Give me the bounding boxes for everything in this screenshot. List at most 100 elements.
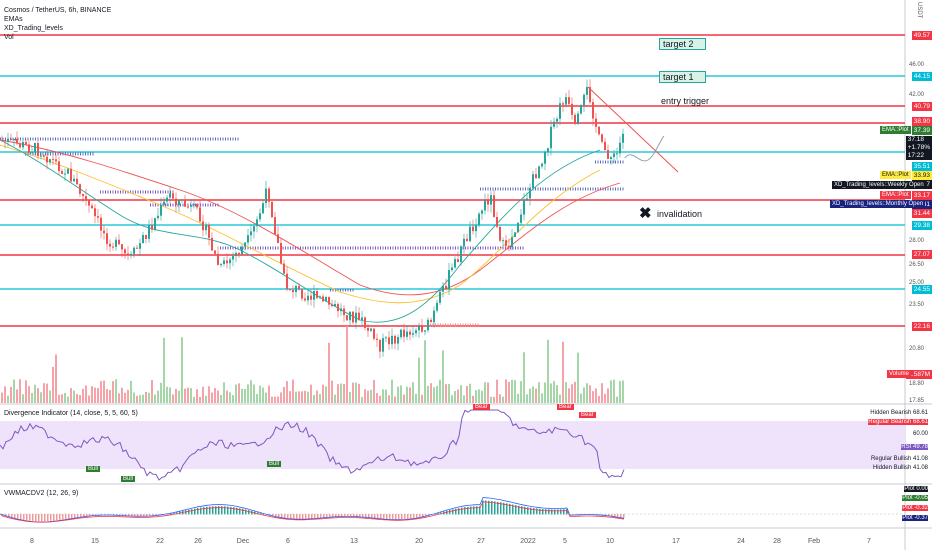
volume-bar — [379, 395, 381, 403]
candle-body — [466, 238, 468, 242]
symbol-title[interactable]: Cosmos / TetherUS, 6h, BINANCE — [4, 7, 112, 14]
macd-value-name: Plot — [902, 505, 913, 511]
volume-bar — [103, 380, 105, 403]
macd-histogram-bar — [233, 507, 235, 515]
macd-value-row: Plot 0.00 — [904, 486, 928, 492]
candle-body — [289, 288, 291, 291]
macd-histogram-bar — [236, 507, 238, 515]
volume-bar — [586, 383, 588, 403]
target-2-label[interactable]: target 2 — [659, 38, 706, 50]
volume-bar — [76, 394, 78, 403]
volume-bar — [577, 352, 579, 403]
candle-body — [406, 331, 408, 337]
symbol-legend[interactable]: Cosmos / TetherUS, 6h, BINANCE EMAs XD_T… — [4, 6, 111, 42]
candle-body — [31, 151, 33, 153]
macd-histogram-bar — [80, 514, 82, 518]
volume-bar — [568, 388, 570, 403]
entry-trigger-label[interactable]: entry trigger — [661, 96, 710, 106]
macd-histogram-bar — [359, 514, 361, 517]
candle-body — [370, 328, 372, 331]
price-pane[interactable] — [0, 0, 905, 404]
volume-bar — [367, 390, 369, 403]
macd-histogram-bar — [68, 514, 70, 519]
volume-bar — [496, 379, 498, 403]
volume-bar — [436, 385, 438, 403]
candle-body — [574, 114, 576, 124]
time-axis-label: 10 — [606, 538, 614, 545]
candle-body — [61, 171, 63, 174]
candle-body — [52, 159, 54, 161]
volume-bar — [220, 394, 222, 403]
macd-histogram-bar — [335, 514, 337, 517]
macd-histogram-bar — [11, 514, 13, 518]
macd-legend[interactable]: VWMACDV2 (12, 26, 9) — [4, 490, 79, 497]
volume-bar — [469, 383, 471, 403]
candle-body — [172, 193, 174, 199]
volume-bar — [598, 396, 600, 403]
candle-body — [76, 178, 78, 185]
target-1-label[interactable]: target 1 — [659, 71, 706, 83]
volume-bar — [346, 326, 348, 403]
candle-body — [544, 152, 546, 164]
volume-bar — [403, 394, 405, 403]
candle-body — [373, 328, 375, 339]
macd-histogram-bar — [401, 514, 403, 520]
volume-bar — [385, 389, 387, 403]
candle-body — [103, 230, 105, 234]
price-tag: 24.55 — [911, 285, 932, 294]
macd-histogram-bar — [449, 509, 451, 515]
volume-bar — [607, 388, 609, 403]
legend-vol[interactable]: Vol — [4, 34, 14, 41]
volume-bar — [157, 390, 159, 403]
macd-value-name: Plot — [902, 515, 913, 521]
price-tag: 27.07 — [911, 250, 932, 259]
candle-body — [70, 168, 72, 182]
macd-histogram-bar — [56, 514, 58, 521]
volume-bar — [445, 384, 447, 403]
price-axis-label: 20.80 — [909, 346, 925, 352]
candle-body — [385, 337, 387, 339]
volume-bar — [19, 379, 21, 403]
volume-bar — [427, 385, 429, 403]
volume-bar — [370, 389, 372, 403]
rsi-value-name: 60.00 — [912, 431, 928, 437]
macd-histogram-bar — [332, 514, 334, 517]
rsi-value-name: Regular Bullish — [870, 456, 912, 462]
legend-ema[interactable]: EMAs — [4, 16, 23, 23]
candle-body — [580, 105, 582, 114]
volume-bar — [562, 341, 564, 403]
candle-body — [535, 174, 537, 179]
macd-histogram-bar — [122, 514, 124, 516]
invalidation-label[interactable]: invalidation — [657, 209, 703, 219]
volume-bar — [319, 393, 321, 403]
rsi-band — [0, 421, 905, 469]
rsi-legend[interactable]: Divergence Indicator (14, close, 5, 5, 6… — [4, 410, 138, 417]
candle-body — [328, 296, 330, 305]
macd-histogram-bar — [485, 500, 487, 515]
volume-bar — [553, 381, 555, 403]
volume-bar — [382, 389, 384, 403]
volume-bar — [310, 384, 312, 403]
volume-bar — [262, 387, 264, 403]
volume-bar — [187, 387, 189, 403]
candle-body — [568, 97, 570, 104]
legend-xd-levels[interactable]: XD_Trading_levels — [4, 25, 63, 32]
macd-histogram-bar — [284, 514, 286, 519]
candle-body — [520, 214, 522, 223]
volume-bar — [304, 390, 306, 403]
candle-body — [22, 142, 24, 148]
macd-histogram-bar — [506, 503, 508, 515]
volume-bar — [328, 342, 330, 403]
volume-bar — [418, 357, 420, 403]
rsi-value-name: Hidden Bearish — [870, 410, 912, 416]
signal-line — [0, 501, 625, 523]
volume-bar — [340, 383, 342, 403]
candle-body — [298, 285, 300, 289]
candle-body — [541, 163, 543, 167]
volume-bar — [256, 393, 258, 403]
volume-bar — [259, 385, 261, 403]
volume-bar — [601, 383, 603, 403]
trend-line[interactable] — [587, 86, 679, 173]
price-axis-label: 23.50 — [909, 302, 925, 308]
